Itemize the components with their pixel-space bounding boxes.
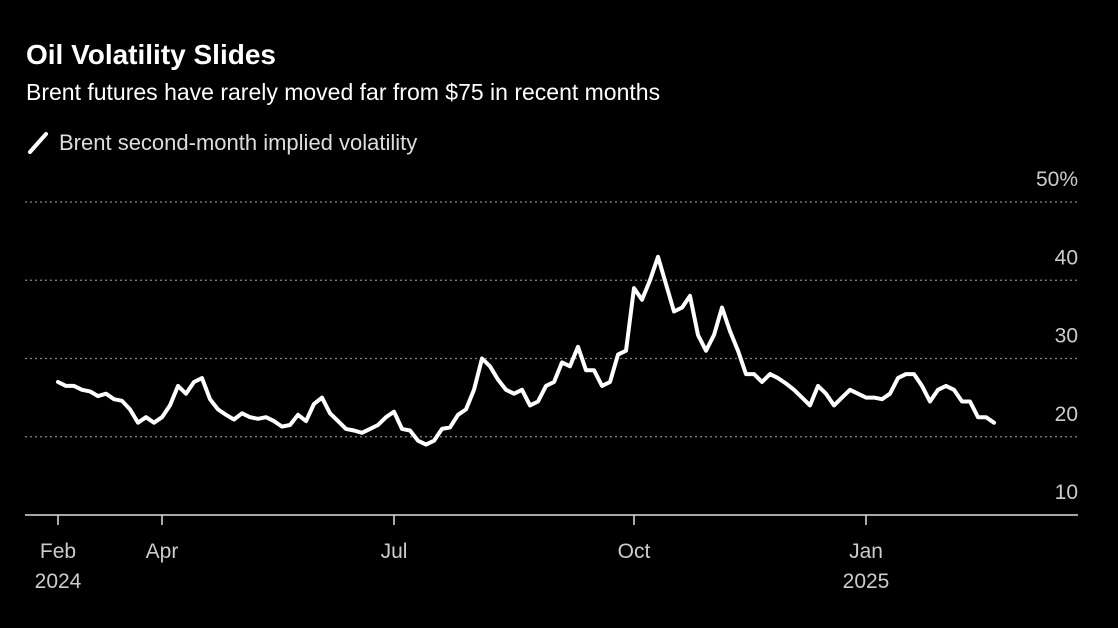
y-tick-label: 40	[1055, 246, 1078, 269]
x-tick-label: Oct	[618, 540, 651, 563]
x-tick-label: Jul	[381, 540, 408, 563]
x-tick-label: Jan 2025	[843, 540, 890, 593]
x-tick-label: Apr	[146, 540, 179, 563]
legend-icon	[28, 132, 48, 154]
y-tick-label: 10	[1055, 481, 1078, 504]
y-tick-label: 30	[1055, 325, 1078, 348]
y-tick-label: 20	[1055, 403, 1078, 426]
y-tick-label: 50%	[1036, 168, 1078, 191]
x-tick-label: Feb 2024	[35, 540, 82, 593]
chart-subtitle: Brent futures have rarely moved far from…	[26, 79, 660, 105]
legend-label: Brent second-month implied volatility	[59, 130, 417, 155]
data-line	[56, 254, 996, 447]
chart-title: Oil Volatility Slides	[26, 39, 276, 70]
